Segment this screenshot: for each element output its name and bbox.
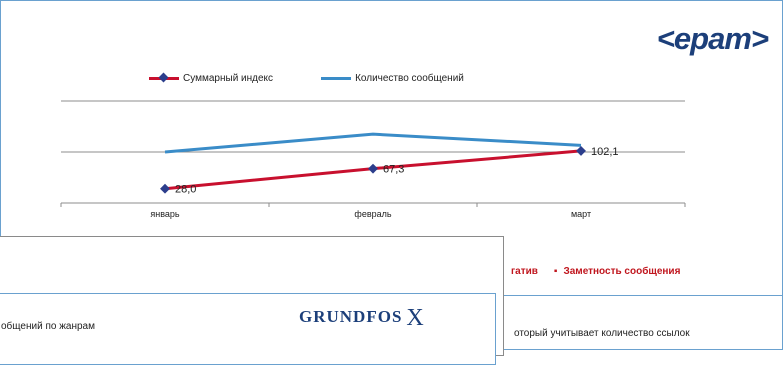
divider [498,295,783,296]
line-chart: январь февраль март 28,0 67,3 102,1 [1,1,783,241]
data-point [368,164,378,174]
body-text: оторый учитывает количество ссылок [514,328,690,339]
bottom-legend-label: Заметность сообщения [563,266,680,277]
data-point [576,146,586,156]
grundfos-mark-icon: X [406,305,424,331]
x-tick-label: март [571,209,591,219]
data-label: 67,3 [383,164,404,176]
grundfos-logo: GRUNDFOS X [299,305,425,332]
grundfos-logo-text: GRUNDFOS [299,307,402,326]
data-label: 102,1 [591,146,619,158]
bottom-legend: гатив ▪ Заметность сообщения [511,266,680,277]
series-line-messages [165,134,581,152]
foreground-slide-title: общений по жанрам [1,321,95,332]
x-tick-label: январь [150,209,180,219]
x-tick-label: февраль [354,209,391,219]
bottom-legend-partial: гатив [511,266,538,277]
data-point [160,184,170,194]
data-label: 28,0 [175,184,196,196]
foreground-slide: общений по жанрам GRUNDFOS X [0,236,504,356]
bottom-legend-item: ▪ Заметность сообщения [554,266,680,277]
bullet-icon: ▪ [554,266,558,277]
